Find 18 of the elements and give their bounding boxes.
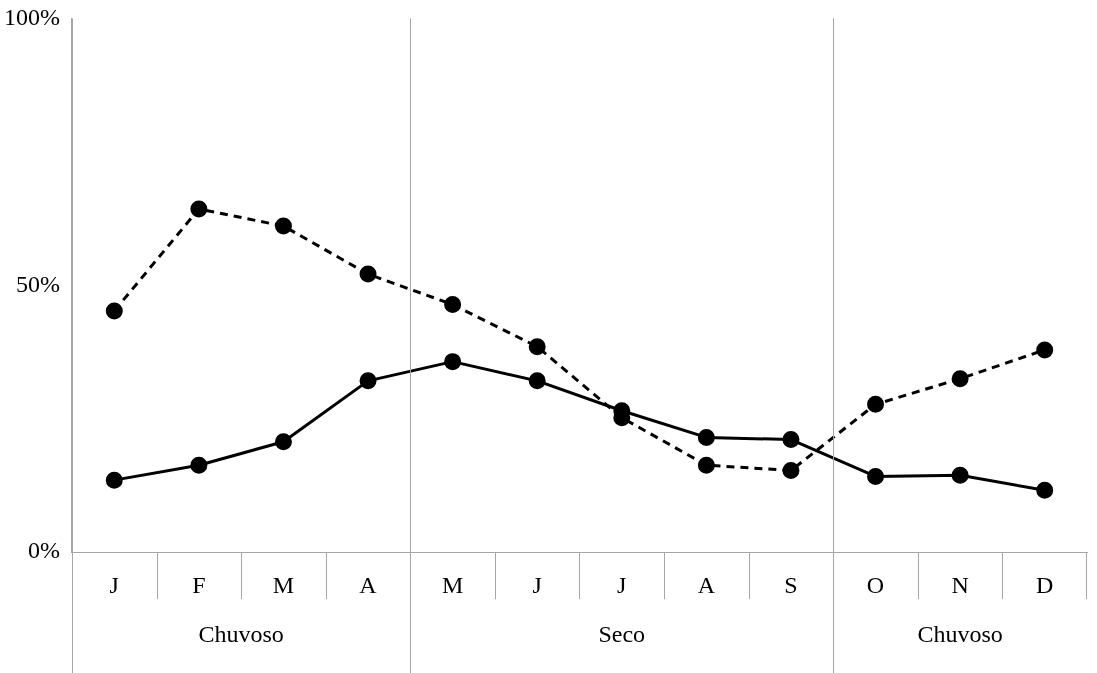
x-tick-label: M — [272, 571, 295, 598]
text: Chuvoso — [917, 621, 1003, 648]
x-tick-label: A — [359, 571, 378, 598]
text: Chuvoso — [198, 621, 284, 648]
text: Seco — [598, 621, 646, 648]
x-tick-label: J — [109, 571, 119, 598]
x-tick-label: N — [951, 571, 969, 598]
x-tick-label: O — [866, 571, 885, 598]
x-tick-label: A — [697, 571, 716, 598]
x-tick-label: F — [192, 571, 206, 598]
x-tick-label: D — [1036, 571, 1054, 598]
x-tick-label: M — [441, 571, 464, 598]
y-tick-label: 100% — [3, 3, 60, 30]
x-tick-label: J — [617, 571, 627, 598]
y-tick-label: 50% — [15, 270, 60, 297]
y-tick-label: 0% — [27, 537, 60, 564]
x-tick-label: S — [784, 571, 798, 598]
x-tick-label: J — [532, 571, 542, 598]
